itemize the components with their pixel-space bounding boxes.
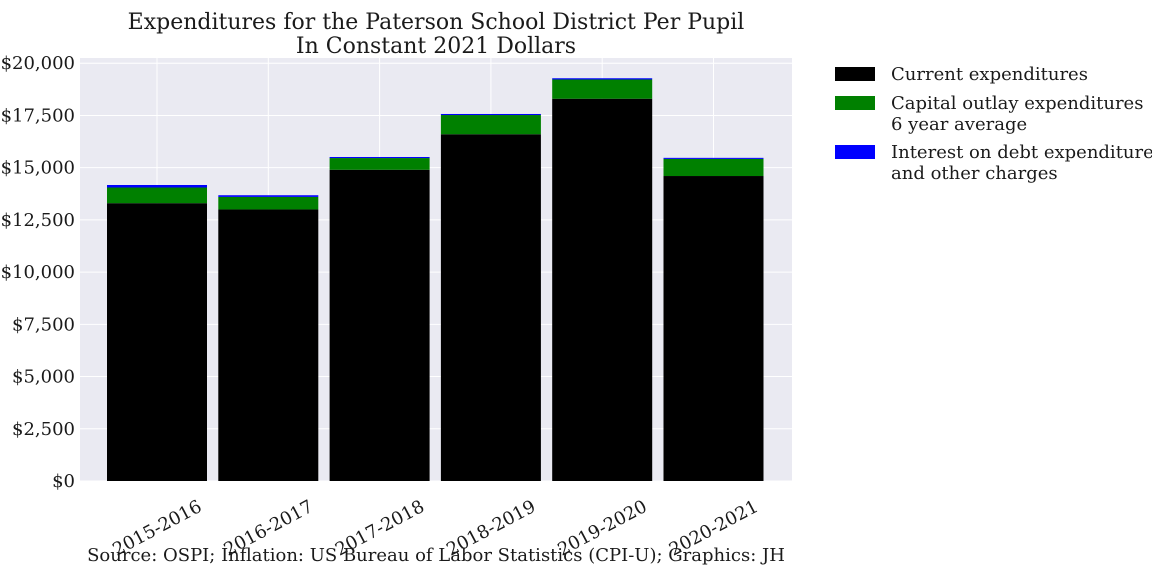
bar-segment-current bbox=[552, 98, 653, 481]
y-tick-label: $2,500 bbox=[12, 419, 75, 440]
legend-label: Capital outlay expenditures bbox=[891, 93, 1143, 114]
bar-segment-current bbox=[440, 134, 541, 481]
legend-label: Interest on debt expenditures bbox=[891, 142, 1152, 163]
bar-segment-interest bbox=[218, 195, 319, 197]
bar-segment-interest bbox=[107, 185, 207, 188]
bar-segment-current bbox=[663, 176, 764, 481]
bar-segment-capital bbox=[329, 158, 430, 170]
bar-segment-current bbox=[218, 209, 319, 481]
legend-swatch bbox=[835, 96, 875, 110]
bar-segment-current bbox=[329, 169, 430, 481]
legend-label: Current expenditures bbox=[891, 64, 1088, 85]
y-tick-label: $20,000 bbox=[1, 53, 75, 74]
y-tick-label: $17,500 bbox=[1, 105, 75, 126]
legend-label: and other charges bbox=[891, 163, 1058, 184]
y-tick-label: $5,000 bbox=[12, 367, 75, 388]
y-axis-ticks: $0 $2,500 $5,000 $7,500 $10,000 $12,500 $15,00… bbox=[1, 53, 75, 492]
bar-segment-interest bbox=[440, 113, 541, 116]
bar-segment-interest bbox=[329, 157, 430, 159]
y-tick-label: $7,500 bbox=[12, 314, 75, 335]
y-tick-label: $10,000 bbox=[1, 262, 75, 283]
chart-caption: Source: OSPI; Inflation: US Bureau of La… bbox=[87, 545, 785, 566]
bar-segment-capital bbox=[107, 187, 207, 204]
bar-segment-current bbox=[107, 203, 207, 481]
bar-segment-interest bbox=[552, 78, 653, 80]
bar-segment-capital bbox=[440, 115, 541, 135]
legend-swatch bbox=[835, 145, 875, 159]
bar-segment-interest bbox=[663, 157, 764, 159]
legend-label: 6 year average bbox=[891, 114, 1027, 135]
chart-subtitle: In Constant 2021 Dollars bbox=[296, 34, 576, 59]
legend: Current expenditures Capital outlay expen… bbox=[835, 64, 1152, 184]
bar-segment-capital bbox=[552, 79, 653, 99]
bar-segment-capital bbox=[218, 196, 319, 210]
bars bbox=[107, 78, 764, 481]
y-tick-label: $15,000 bbox=[1, 158, 75, 179]
chart-title: Expenditures for the Paterson School Dis… bbox=[128, 10, 745, 35]
bar-segment-capital bbox=[663, 158, 764, 177]
y-tick-label: $0 bbox=[52, 471, 75, 492]
legend-swatch bbox=[835, 67, 875, 81]
y-tick-label: $12,500 bbox=[1, 210, 75, 231]
